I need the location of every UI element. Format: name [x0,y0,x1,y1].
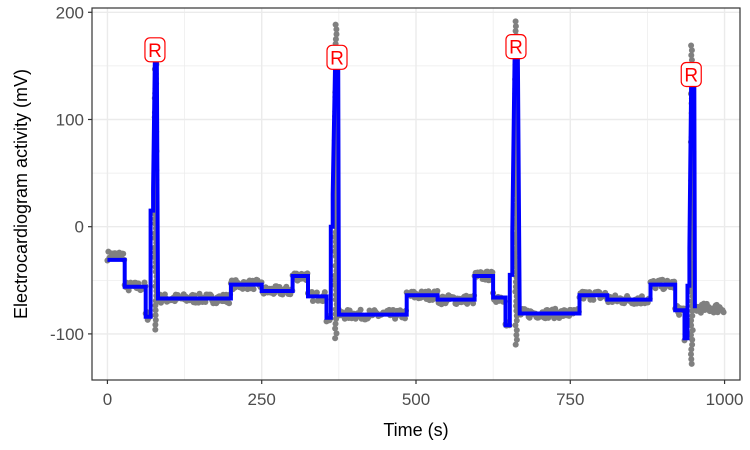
peak-label-text: R [684,65,698,86]
y-tick-label: -100 [50,325,84,344]
data-point [283,283,290,290]
data-point [357,306,364,313]
peak-label: R [680,61,702,88]
data-point [513,317,520,324]
peak-label: R [505,33,527,60]
data-point [512,28,519,34]
peak-label-text: R [330,48,344,69]
data-point [332,21,339,28]
y-tick-label: 100 [56,110,84,129]
peak-labels: R R R R [144,33,702,88]
data-point [333,31,340,38]
data-point [512,341,519,348]
data-point [332,325,339,332]
data-point [688,42,695,49]
data-point [332,320,339,327]
x-tick-label: 750 [556,390,584,409]
peak-label: R [144,37,166,63]
data-point [333,26,340,33]
data-point [332,248,339,255]
data-point [332,277,339,284]
data-point [513,303,520,309]
data-point [689,307,696,314]
data-point [688,322,695,329]
x-tick-label: 250 [248,390,276,409]
data-point [425,288,432,295]
data-point [152,317,159,323]
data-point [688,47,695,54]
data-point [152,307,159,314]
data-point [513,336,520,343]
data-point [688,57,695,63]
y-tick-label: 200 [56,3,84,22]
x-axis-title: Time (s) [383,420,448,440]
peak-label-box [326,44,348,70]
x-axis: 0 250 500 750 1000 [103,380,744,409]
data-point [332,282,338,289]
data-point [512,18,519,25]
data-point [434,288,441,294]
x-tick-label: 500 [402,390,430,409]
data-point [250,286,257,293]
y-axis-title: Electrocardiogram activity (mV) [11,69,31,319]
data-point [332,335,339,342]
segmented-ecg-line [107,47,697,341]
data-point [688,317,695,324]
data-point [689,341,696,348]
peak-label-box [505,33,527,60]
data-point [309,298,316,304]
data-point [688,351,694,358]
data-point [226,300,233,307]
peak-label-box [680,61,702,88]
peak-label: R [326,44,348,70]
data-point [120,250,127,257]
data-point [512,288,519,295]
peak-label-text: R [148,41,162,62]
data-point [689,327,696,334]
data-point [688,360,695,367]
data-point [332,36,339,43]
data-point [652,285,659,292]
data-point [689,336,696,343]
data-point [313,289,320,296]
data-point [512,322,519,329]
data-point [152,326,159,333]
y-axis: -100 0 100 200 [50,3,92,344]
data-point [689,312,696,319]
data-point [688,356,695,363]
data-point [513,332,520,338]
x-tick-label: 0 [103,390,112,409]
data-point [512,278,519,285]
peak-label-box [144,37,166,63]
data-point [512,23,519,30]
data-point [239,285,246,292]
data-point [332,272,339,279]
data-point [720,309,727,316]
data-point [152,302,159,309]
data-point [333,330,340,337]
data-point [513,327,520,334]
data-point [321,289,328,296]
x-tick-label: 1000 [706,390,744,409]
data-point [331,233,338,240]
data-point [402,315,408,322]
data-point [470,300,477,307]
data-point [676,311,683,318]
peak-label-text: R [509,38,523,59]
data-point [152,321,159,328]
data-point [152,312,159,319]
data-point [590,296,597,303]
data-point [333,315,340,322]
data-point [688,346,695,353]
data-point [489,269,496,276]
data-point [512,283,519,290]
data-point [688,52,695,59]
y-tick-label: 0 [75,218,84,237]
